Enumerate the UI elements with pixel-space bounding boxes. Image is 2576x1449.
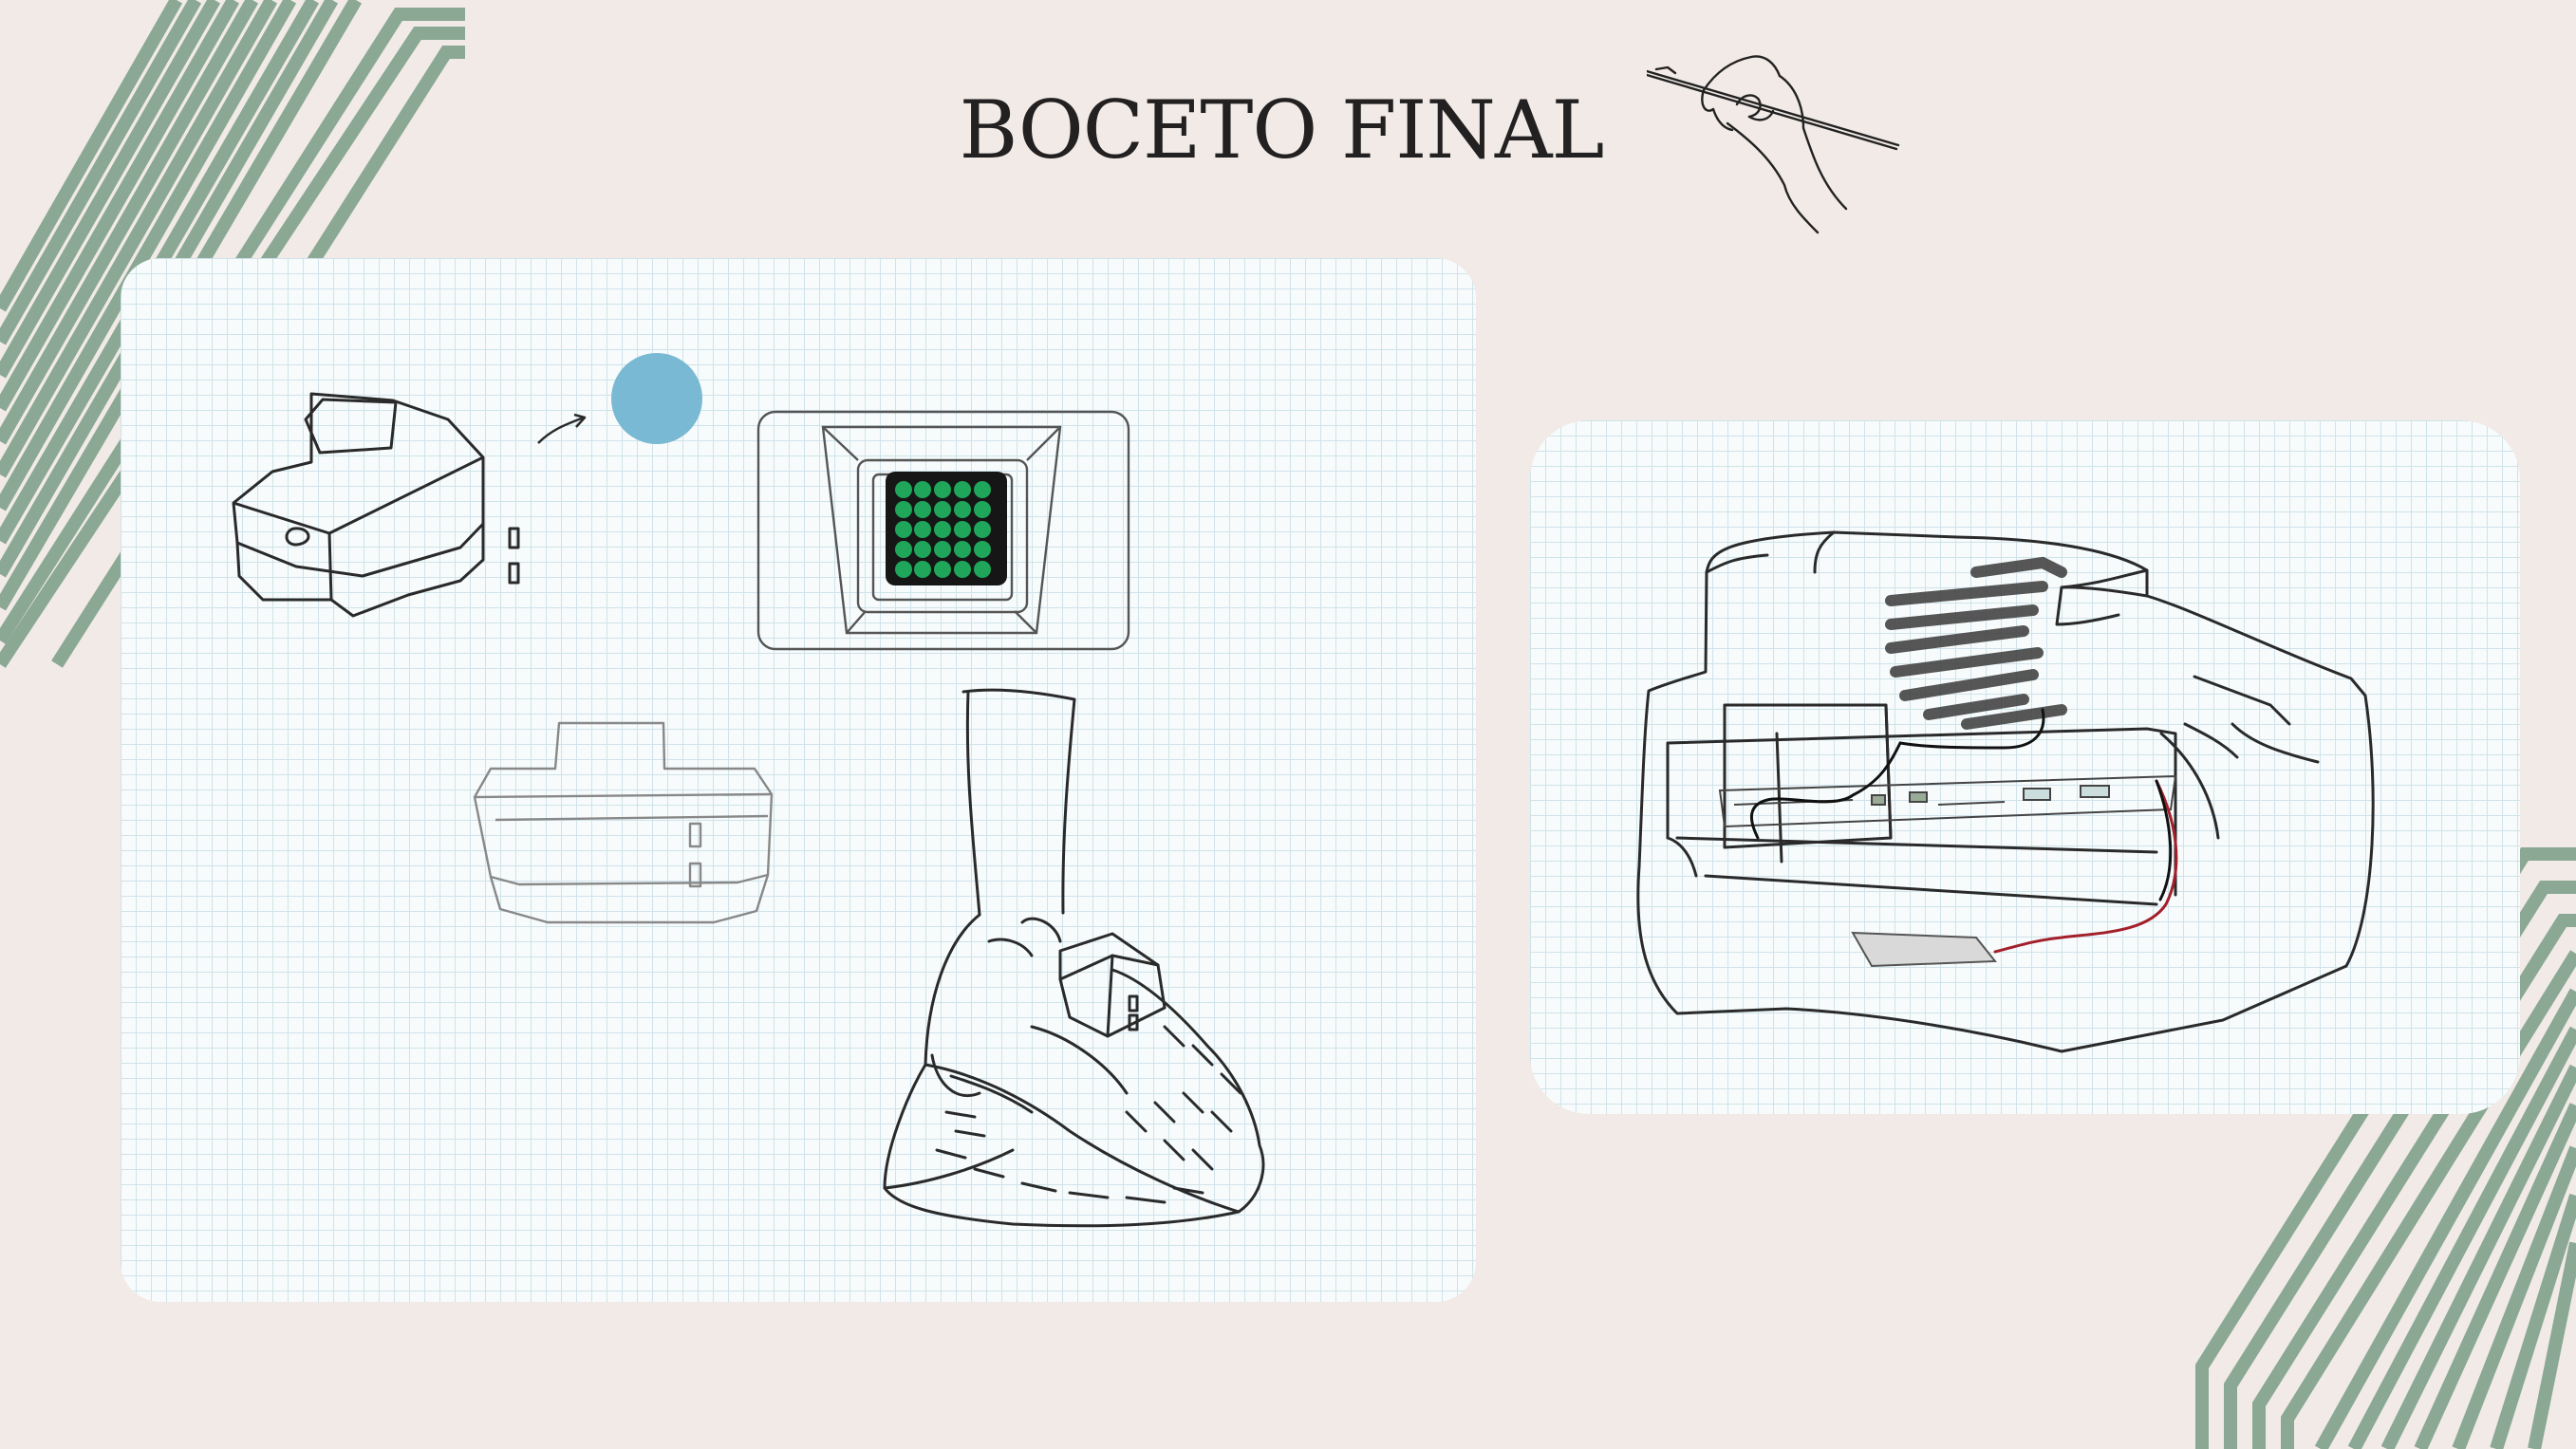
sketch-panel-right: [1530, 420, 2520, 1114]
hatched-battery: [1885, 556, 2067, 730]
cutaway-device-sketch: [1636, 530, 2375, 1053]
circuit-board: [1718, 774, 2177, 828]
led-matrix-top-view-sketch: [756, 410, 1130, 651]
sketch-drawings-left: [232, 353, 1265, 1228]
page-title: BOCETO FINAL: [959, 84, 1605, 176]
sketch-panel-left: [121, 258, 1476, 1302]
sneaker-with-device-sketch: [883, 688, 1265, 1228]
wires: [1749, 708, 2178, 954]
device-perspective-sketch: [232, 392, 587, 618]
hand-drawing-icon: [1647, 55, 1900, 234]
device-front-view-sketch: [473, 721, 774, 924]
blue-color-swatch: [611, 353, 702, 444]
led-matrix-dots: [895, 481, 991, 578]
sensor-pad: [1851, 931, 1998, 968]
